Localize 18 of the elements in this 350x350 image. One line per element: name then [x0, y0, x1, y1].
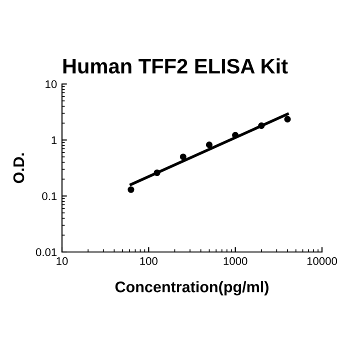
point: [180, 154, 186, 160]
y-tick-label: 10: [46, 80, 57, 88]
point: [258, 122, 265, 129]
x-tick-label: 1000: [224, 257, 248, 266]
point: [154, 169, 160, 176]
point: [128, 186, 134, 193]
y-axis-title: O.D.: [13, 153, 24, 184]
x-tick-label: 10000: [307, 257, 338, 266]
x-tick-label: 10: [56, 257, 68, 266]
x-axis-title: Concentration(pg/ml): [115, 281, 268, 296]
x-tick-label: 100: [140, 257, 158, 266]
point: [206, 142, 213, 148]
chart-title: Human TFF2 ELISA Kit: [63, 58, 288, 74]
y-tick-label: 1: [52, 136, 57, 144]
y-tick-label: 0.1: [42, 192, 57, 200]
point: [284, 116, 291, 123]
point: [232, 132, 239, 138]
y-tick-label: 0.01: [36, 248, 57, 256]
